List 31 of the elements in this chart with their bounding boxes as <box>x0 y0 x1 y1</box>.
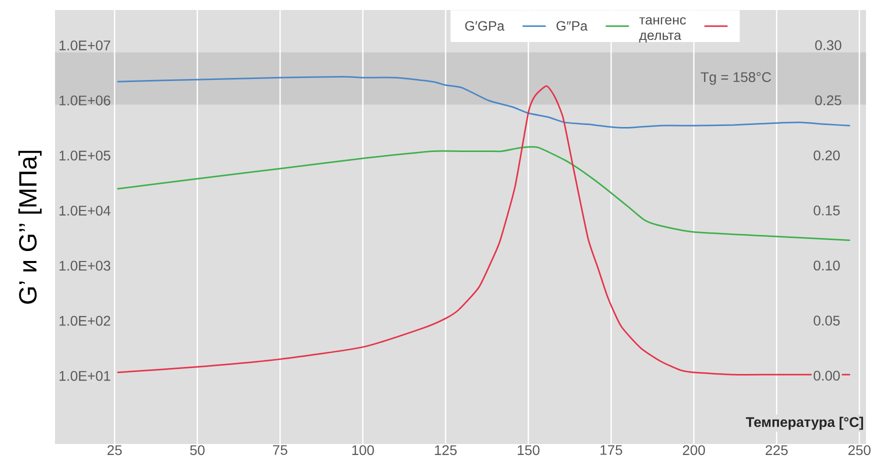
x-tick-label: 25 <box>108 445 122 456</box>
x-tick-label: 200 <box>682 445 705 456</box>
band-label: Tg = 158°C <box>700 72 771 85</box>
x-tick-label: 125 <box>435 445 457 456</box>
y-tick-label: 1.0E+01 <box>60 370 110 381</box>
legend-label: G″Pa <box>556 21 588 31</box>
y2-tick-label: 0.05 <box>814 316 840 326</box>
x-tick-label: 250 <box>848 445 870 456</box>
y2-tick-label: 0.25 <box>815 95 842 106</box>
x-tick-label: 225 <box>766 445 788 456</box>
line-series <box>117 146 850 242</box>
y-tick-label: 1.0E+03 <box>60 260 110 271</box>
y-tick-label: 1.0E+06 <box>60 96 110 106</box>
y-tick-label: 1.0E+02 <box>60 316 110 326</box>
y-tick-label: 1.0E+07 <box>60 40 110 50</box>
legend-label: тангенс дельта <box>639 17 686 43</box>
x-tick-label: 150 <box>518 445 540 456</box>
x-tick-label: 75 <box>273 445 288 455</box>
y-tick-label: 1.0E+05 <box>60 150 110 161</box>
y-axis-title: G’ и G’’ [МПа] <box>18 150 42 304</box>
x-tick-label: 175 <box>600 445 622 455</box>
y2-tick-label: 0.15 <box>814 206 840 216</box>
legend-label: G′GPa <box>465 21 504 31</box>
x-tick-label: 100 <box>352 445 374 456</box>
x-axis-title: Температура [°C] <box>746 416 864 430</box>
y-tick-label: 1.0E+04 <box>60 206 110 216</box>
x-tick-label: 50 <box>190 445 205 456</box>
y2-tick-label: 0.00 <box>814 370 840 381</box>
y2-tick-label: 0.20 <box>814 150 840 160</box>
y2-tick-label: 0.10 <box>814 260 840 270</box>
y2-tick-label: 0.30 <box>815 40 842 50</box>
